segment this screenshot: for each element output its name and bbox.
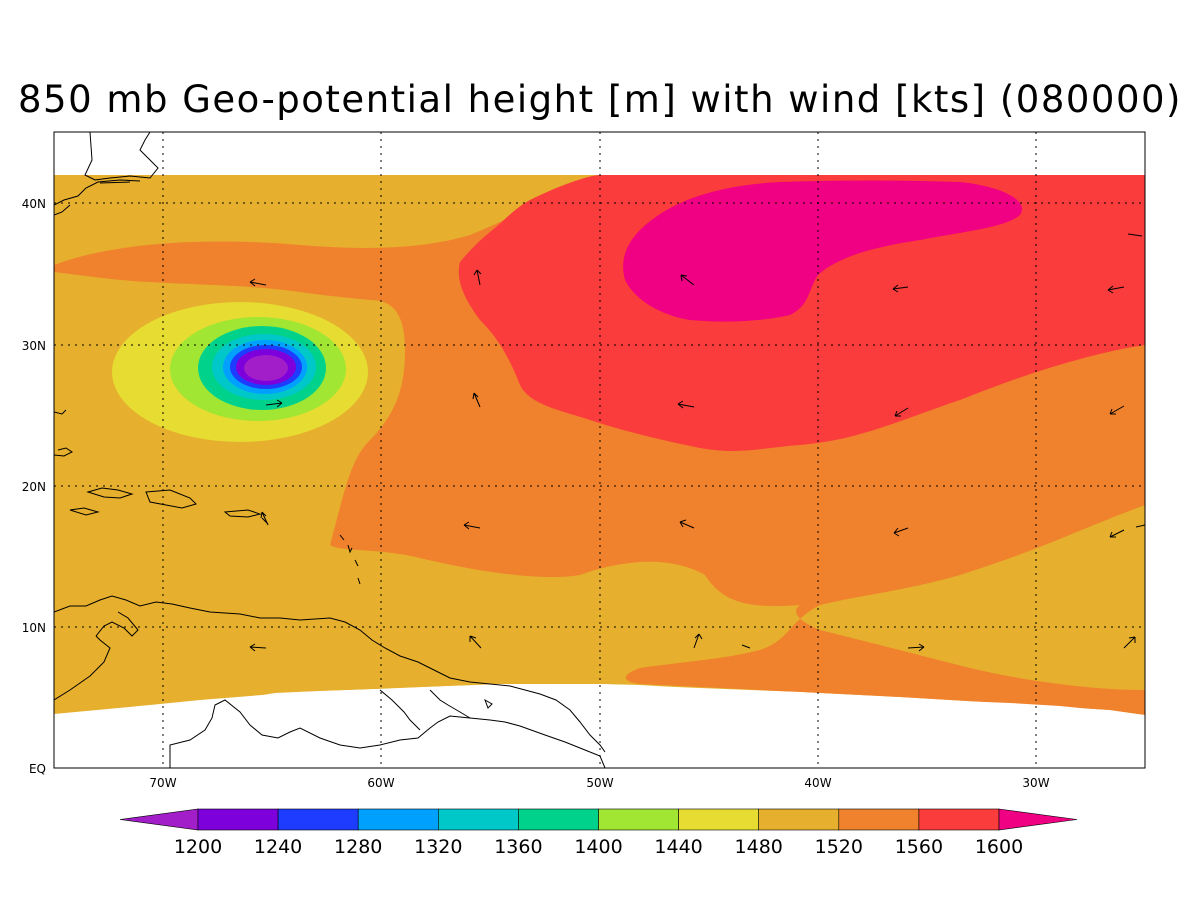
wind-vector (1123, 636, 1136, 649)
colorbar-label: 1440 (654, 836, 702, 858)
wind-vector (1107, 285, 1125, 294)
colorbar-label: 1520 (815, 836, 863, 858)
colorbar-box (758, 808, 840, 831)
wind-vector (693, 633, 703, 649)
lon-tick-label: 30W (1022, 776, 1049, 790)
lat-tick-labels: EQ 10N 20N 30N 40N (22, 197, 46, 776)
colorbar-box (518, 808, 599, 831)
lon-tick-label: 60W (367, 776, 394, 790)
colorbar-box (838, 808, 920, 831)
coastlines (54, 132, 751, 768)
colorbar-label: 1280 (334, 836, 382, 858)
wind-vector (469, 635, 482, 649)
wind-vector (249, 278, 267, 287)
lon-tick-labels: 70W 60W 50W 40W 30W (149, 776, 1049, 790)
lon-tick-label: 70W (149, 776, 176, 790)
contour-band-1640 (623, 180, 1022, 322)
colorbar: 1200 1240 1280 1320 1360 1400 1440 1480 1520 1560… (119, 808, 1078, 858)
contour-field (54, 132, 1145, 768)
lon-tick-label: 40W (804, 776, 831, 790)
colorbar-label: 1400 (574, 836, 622, 858)
no-data-south (54, 684, 1145, 768)
wind-vector (463, 521, 481, 530)
colorbar-label: 1360 (494, 836, 542, 858)
lat-tick-label: 10N (22, 621, 46, 635)
wind-vector (265, 399, 283, 408)
colorbar-box (197, 808, 279, 831)
colorbar-label: 1560 (895, 836, 943, 858)
wind-vector (892, 284, 909, 293)
wind-vector (249, 643, 267, 652)
wind-vector (472, 392, 481, 408)
colorbar-box (357, 808, 439, 831)
lat-tick-label: 20N (22, 480, 46, 494)
contour-low-1200 (244, 355, 288, 381)
wind-vector (680, 274, 695, 286)
wind-vector (893, 527, 909, 537)
colorbar-box (437, 808, 519, 831)
lon-tick-label: 50W (586, 776, 613, 790)
wind-vector (473, 269, 482, 286)
colorbar-box (918, 808, 1000, 831)
colorbar-label: 1480 (735, 836, 783, 858)
lat-tick-label: 30N (22, 339, 46, 353)
colorbar-extend-high (998, 808, 1078, 831)
colorbar-extend-low (119, 808, 199, 831)
wind-vector (1127, 233, 1143, 237)
colorbar-label: 1600 (975, 836, 1023, 858)
graticule (54, 132, 1145, 768)
wind-vector (894, 407, 909, 417)
wind-vector (677, 400, 695, 409)
lat-tick-label: 40N (22, 197, 46, 211)
colorbar-box (277, 808, 359, 831)
wind-vector (907, 643, 925, 652)
colorbar-box (598, 808, 679, 831)
colorbar-box (678, 808, 759, 831)
lat-tick-label: EQ (29, 762, 46, 776)
wind-vector (1109, 529, 1125, 538)
plot-frame (53, 131, 1146, 769)
colorbar-label: 1320 (414, 836, 462, 858)
wind-vector (260, 511, 269, 526)
wind-vector (1135, 524, 1146, 528)
colorbar-label: 1240 (254, 836, 302, 858)
wind-vector (679, 519, 695, 529)
wind-vector (1109, 405, 1125, 415)
map-title: 850 mb Geo-potential height [m] with win… (18, 78, 1182, 121)
wind-vectors (249, 233, 1146, 652)
colorbar-label: 1200 (174, 836, 222, 858)
